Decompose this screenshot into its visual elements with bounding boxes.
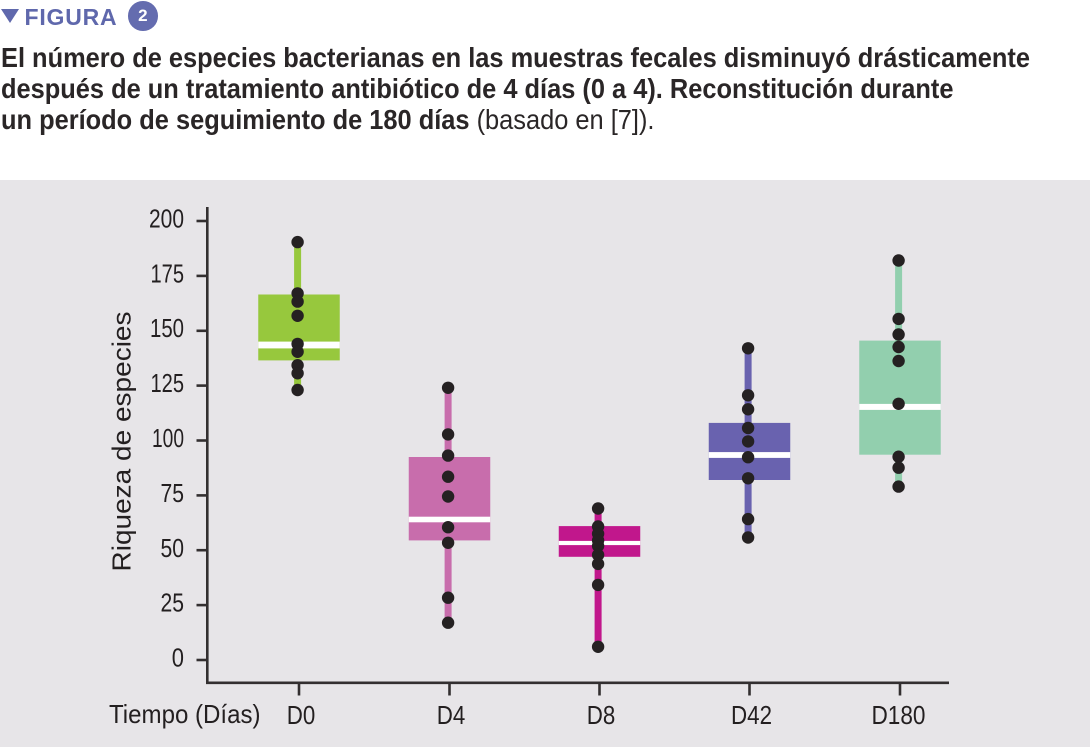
svg-text:D0: D0 xyxy=(287,702,316,730)
svg-text:200: 200 xyxy=(149,206,184,234)
svg-text:D4: D4 xyxy=(437,702,466,730)
svg-text:0: 0 xyxy=(172,645,184,673)
svg-text:100: 100 xyxy=(152,425,184,453)
svg-text:D8: D8 xyxy=(587,702,616,730)
svg-text:D42: D42 xyxy=(731,702,772,730)
svg-text:75: 75 xyxy=(161,480,185,508)
svg-text:Tiempo (Días): Tiempo (Días) xyxy=(109,701,261,729)
svg-text:125: 125 xyxy=(151,370,185,398)
svg-text:25: 25 xyxy=(161,590,185,618)
svg-text:150: 150 xyxy=(150,315,184,343)
svg-text:175: 175 xyxy=(151,260,185,288)
svg-text:50: 50 xyxy=(161,535,185,563)
svg-text:Riqueza de especies: Riqueza de especies xyxy=(109,312,137,572)
svg-text:D180: D180 xyxy=(872,702,926,730)
